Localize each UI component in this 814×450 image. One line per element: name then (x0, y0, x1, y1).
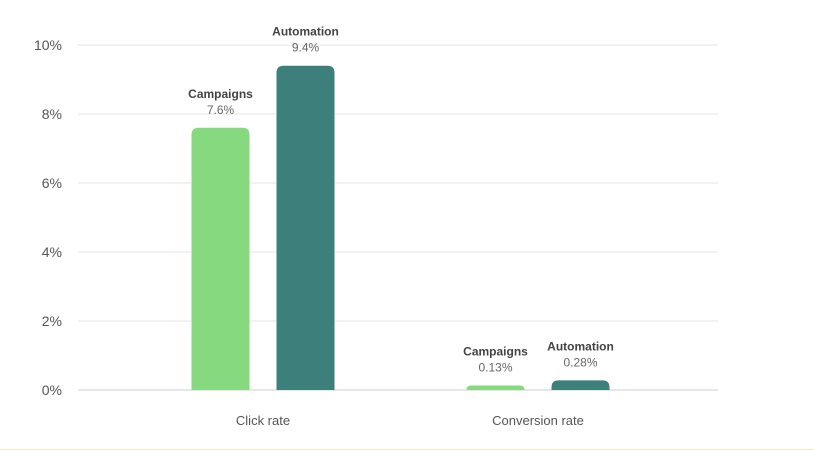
y-tick-label: 4% (42, 244, 62, 260)
y-tick-label: 0% (42, 382, 62, 398)
y-axis-tick-labels: 0% 2% 4% 6% 8% 10% (34, 37, 62, 398)
x-tick-label: Click rate (236, 413, 290, 428)
y-tick-label: 10% (34, 37, 62, 53)
bar-campaigns-conversion-rate (466, 385, 525, 390)
x-tick-label: Conversion rate (492, 413, 584, 428)
bar-value-label: 9.4% (292, 41, 320, 55)
bar-series-label: Automation (272, 25, 339, 39)
bar-series-label: Automation (547, 339, 614, 353)
bar-value-label: 0.28% (563, 355, 597, 369)
bar-value-label: 0.13% (478, 361, 512, 375)
bar-automation-conversion-rate (551, 380, 610, 390)
bar-value-label: 7.6% (207, 103, 235, 117)
y-tick-label: 6% (42, 175, 62, 191)
bars (191, 65, 610, 391)
x-axis-tick-labels: Click rate Conversion rate (236, 413, 584, 428)
bar-labels: Campaigns 7.6% Automation 9.4% Campaigns 0.13… (188, 25, 614, 375)
y-tick-label: 8% (42, 106, 62, 122)
grid-lines (78, 44, 718, 391)
y-tick-label: 2% (42, 313, 62, 329)
bar-automation-click-rate (276, 65, 335, 390)
bar-series-label: Campaigns (188, 87, 253, 101)
bar-series-label: Campaigns (463, 345, 528, 359)
bar-campaigns-click-rate (191, 127, 250, 391)
